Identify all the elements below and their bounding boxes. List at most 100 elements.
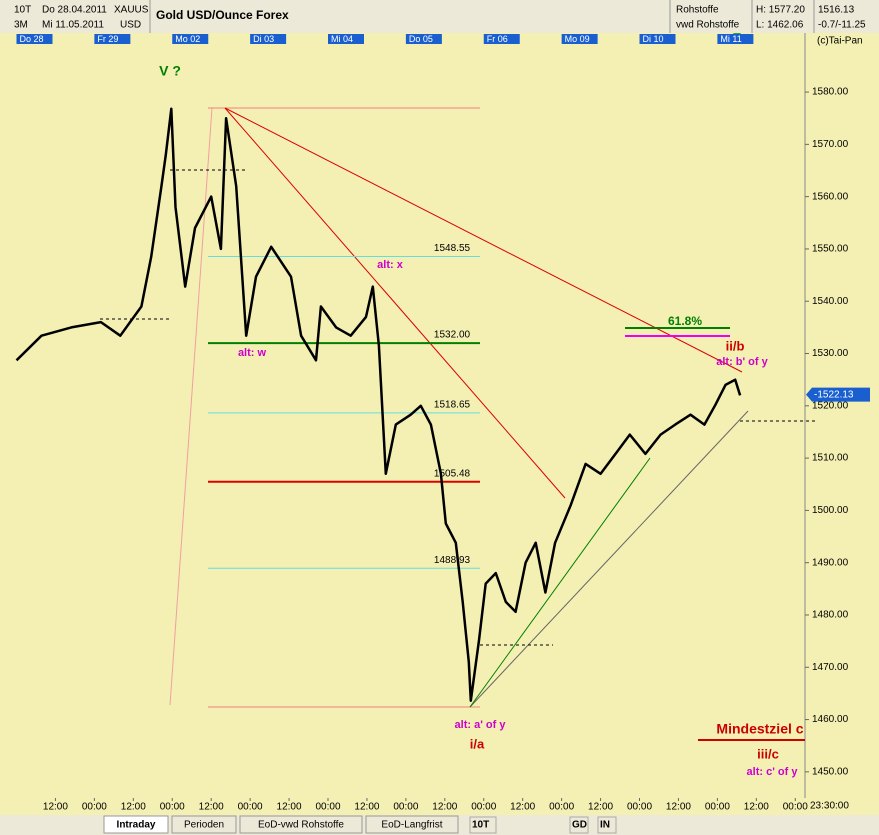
- day-box: [94, 34, 131, 44]
- toolbar-label[interactable]: 10T: [472, 820, 489, 831]
- support-line: [469, 457, 651, 708]
- price-tag: [806, 387, 870, 402]
- day-box: [250, 34, 287, 44]
- fib-label: 1532.00: [434, 330, 471, 341]
- source: vwd Rohstoffe: [676, 20, 740, 31]
- fib-label: 1548.55: [434, 243, 471, 254]
- day-label: Di 10: [643, 34, 664, 44]
- tab-label[interactable]: Perioden: [184, 820, 224, 831]
- tab-label[interactable]: EoD-Langfrist: [381, 820, 442, 831]
- period: 10T: [14, 5, 31, 16]
- x-tick-label: 12:00: [121, 802, 146, 813]
- x-tick-label: 00:00: [238, 802, 263, 813]
- y-tick-label: 1490.00: [812, 557, 849, 568]
- price-tag-label: -1522.13: [814, 389, 854, 400]
- toolbar-label[interactable]: IN: [600, 820, 610, 831]
- tab[interactable]: [171, 815, 237, 834]
- toolbar-label[interactable]: GD: [572, 820, 587, 831]
- support-line: [469, 410, 749, 708]
- low: L: 1462.06: [756, 20, 804, 31]
- annotation: alt: c' of y: [747, 766, 799, 778]
- annotation: Mindestziel c: [716, 721, 803, 737]
- symbol: XAUUS: [114, 5, 149, 16]
- x-tick-label: 12:00: [510, 802, 535, 813]
- day-label: Fr 29: [97, 34, 118, 44]
- copyright: (c)Tai-Pan: [817, 36, 863, 47]
- instrument-name: Gold USD/Ounce Forex: [156, 8, 289, 22]
- x-tick-label: 00:00: [393, 802, 418, 813]
- y-tick-label: 1450.00: [812, 766, 849, 777]
- x-tick-label: 12:00: [43, 802, 68, 813]
- tab-label[interactable]: Intraday: [117, 820, 156, 831]
- x-tick-label: 12:00: [277, 802, 302, 813]
- y-tick-label: 1550.00: [812, 244, 849, 255]
- day-box: [16, 34, 53, 44]
- axis-area: [805, 33, 879, 798]
- fib-label: 1488.93: [434, 555, 471, 566]
- annotation: i/a: [470, 736, 485, 751]
- to-date: Mi 11.05.2011: [42, 20, 104, 31]
- annotation: V ?: [159, 63, 181, 79]
- y-tick-label: 1500.00: [812, 505, 849, 516]
- high: H: 1577.20: [756, 5, 805, 16]
- annotation: iii/c: [757, 746, 779, 761]
- from-date: Do 28.04.2011: [42, 5, 107, 16]
- annotation: alt: x: [377, 259, 404, 271]
- group: Rohstoffe: [676, 5, 719, 16]
- y-tick-label: 1480.00: [812, 610, 849, 621]
- tab[interactable]: [365, 815, 459, 834]
- time-bar: [0, 798, 879, 815]
- x-tick-label: 12:00: [199, 802, 224, 813]
- annotation: ii/b: [726, 338, 745, 353]
- x-tick-label: 00:00: [315, 802, 340, 813]
- day-box: [405, 34, 442, 44]
- day-label: Mi 11: [720, 34, 741, 44]
- annotation: 61.8%: [668, 314, 702, 328]
- toolbar-button[interactable]: [569, 816, 589, 834]
- day-label: Fr 06: [487, 34, 508, 44]
- day-label: Mo 09: [565, 34, 590, 44]
- x-tick-label: 00:00: [705, 802, 730, 813]
- y-tick-label: 1540.00: [812, 296, 849, 307]
- x-tick-label: 00:00: [549, 802, 574, 813]
- price-line: [15, 107, 742, 702]
- day-box: [561, 34, 598, 44]
- y-tick-label: 1580.00: [812, 87, 849, 98]
- x-tick-label: 00:00: [471, 802, 496, 813]
- toolbar-button[interactable]: [469, 816, 497, 834]
- day-label: Di 03: [253, 34, 274, 44]
- left-strip: [0, 45, 10, 798]
- fib-label: 1518.65: [434, 400, 471, 411]
- x-tick-label: 00:00: [82, 802, 107, 813]
- toolbar-button[interactable]: [597, 816, 617, 834]
- x-tick-label: 00:00: [627, 802, 652, 813]
- tab[interactable]: [103, 815, 169, 834]
- y-tick-label: 1470.00: [812, 662, 849, 673]
- x-tick-label: 12:00: [354, 802, 379, 813]
- range: 3M: [14, 20, 28, 31]
- header-bar: [0, 0, 879, 33]
- day-box: [328, 34, 364, 44]
- day-box: [483, 34, 520, 44]
- x-tick-label: 12:00: [666, 802, 691, 813]
- x-tick-label: 00:00: [783, 802, 808, 813]
- last: 1516.13: [818, 5, 855, 16]
- y-tick-label: 1510.00: [812, 453, 849, 464]
- y-tick-label: 1530.00: [812, 348, 849, 359]
- trend-line: [224, 107, 566, 499]
- y-tick-label: 1460.00: [812, 714, 849, 725]
- day-box: [639, 34, 676, 44]
- y-tick-label: 1560.00: [812, 191, 849, 202]
- tab[interactable]: [239, 815, 363, 834]
- y-tick-label: 1520.00: [812, 400, 849, 411]
- day-label: Mo 02: [175, 34, 200, 44]
- change: -0.7/-11.25: [818, 20, 866, 31]
- tab-label[interactable]: EoD-vwd Rohstoffe: [258, 820, 344, 831]
- annotation: alt: w: [238, 347, 267, 359]
- annotation: alt: b' of y: [716, 356, 768, 368]
- day-label: Do 28: [19, 34, 43, 44]
- day-box: [172, 34, 209, 44]
- day-label: Do 05: [409, 34, 433, 44]
